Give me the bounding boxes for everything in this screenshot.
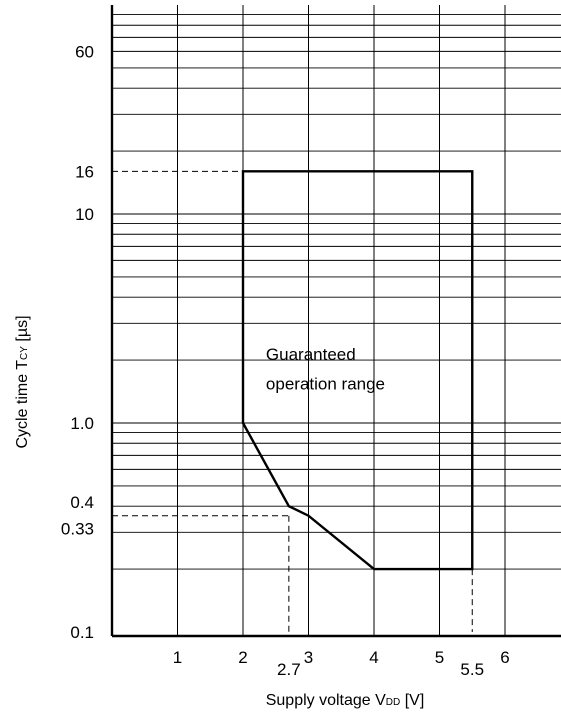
x-tick-label: 4 bbox=[369, 648, 378, 667]
y-tick-label: 1.0 bbox=[70, 414, 94, 433]
x-tick-label: 1 bbox=[173, 648, 182, 667]
annotation-text: operation range bbox=[266, 374, 385, 393]
operation-range-outline bbox=[241, 170, 474, 571]
x-tick-labels: 1 2 3 4 5 6 2.7 5.5 bbox=[173, 648, 510, 679]
y-tick-label: 60 bbox=[75, 42, 94, 61]
x-tick-label: 5 bbox=[435, 648, 444, 667]
x-axis-title: Supply voltage VDD [V] bbox=[266, 692, 425, 709]
series-layer bbox=[241, 170, 474, 571]
plot-frame bbox=[110, 5, 561, 638]
annotation-text: Guaranteed bbox=[266, 345, 356, 364]
y-tick-label: 0.1 bbox=[70, 623, 94, 642]
y-tick-labels: 0.1 0.33 0.4 1.0 10 16 60 bbox=[61, 42, 94, 642]
x-tick-label: 6 bbox=[500, 648, 509, 667]
annotations: Guaranteed operation range bbox=[266, 345, 385, 393]
y-tick-label: 10 bbox=[75, 205, 94, 224]
x-tick-label: 2 bbox=[238, 648, 247, 667]
y-tick-label: 0.33 bbox=[61, 520, 94, 539]
x-tick-label: 5.5 bbox=[460, 660, 484, 679]
reference-lines bbox=[112, 170, 473, 632]
x-tick-label: 3 bbox=[304, 648, 313, 667]
grid bbox=[112, 5, 561, 636]
y-tick-label: 16 bbox=[75, 162, 94, 181]
x-tick-label: 2.7 bbox=[277, 660, 301, 679]
y-tick-label: 0.4 bbox=[70, 493, 94, 512]
y-axis-title: Cycle time TCY [µs] bbox=[14, 315, 31, 448]
